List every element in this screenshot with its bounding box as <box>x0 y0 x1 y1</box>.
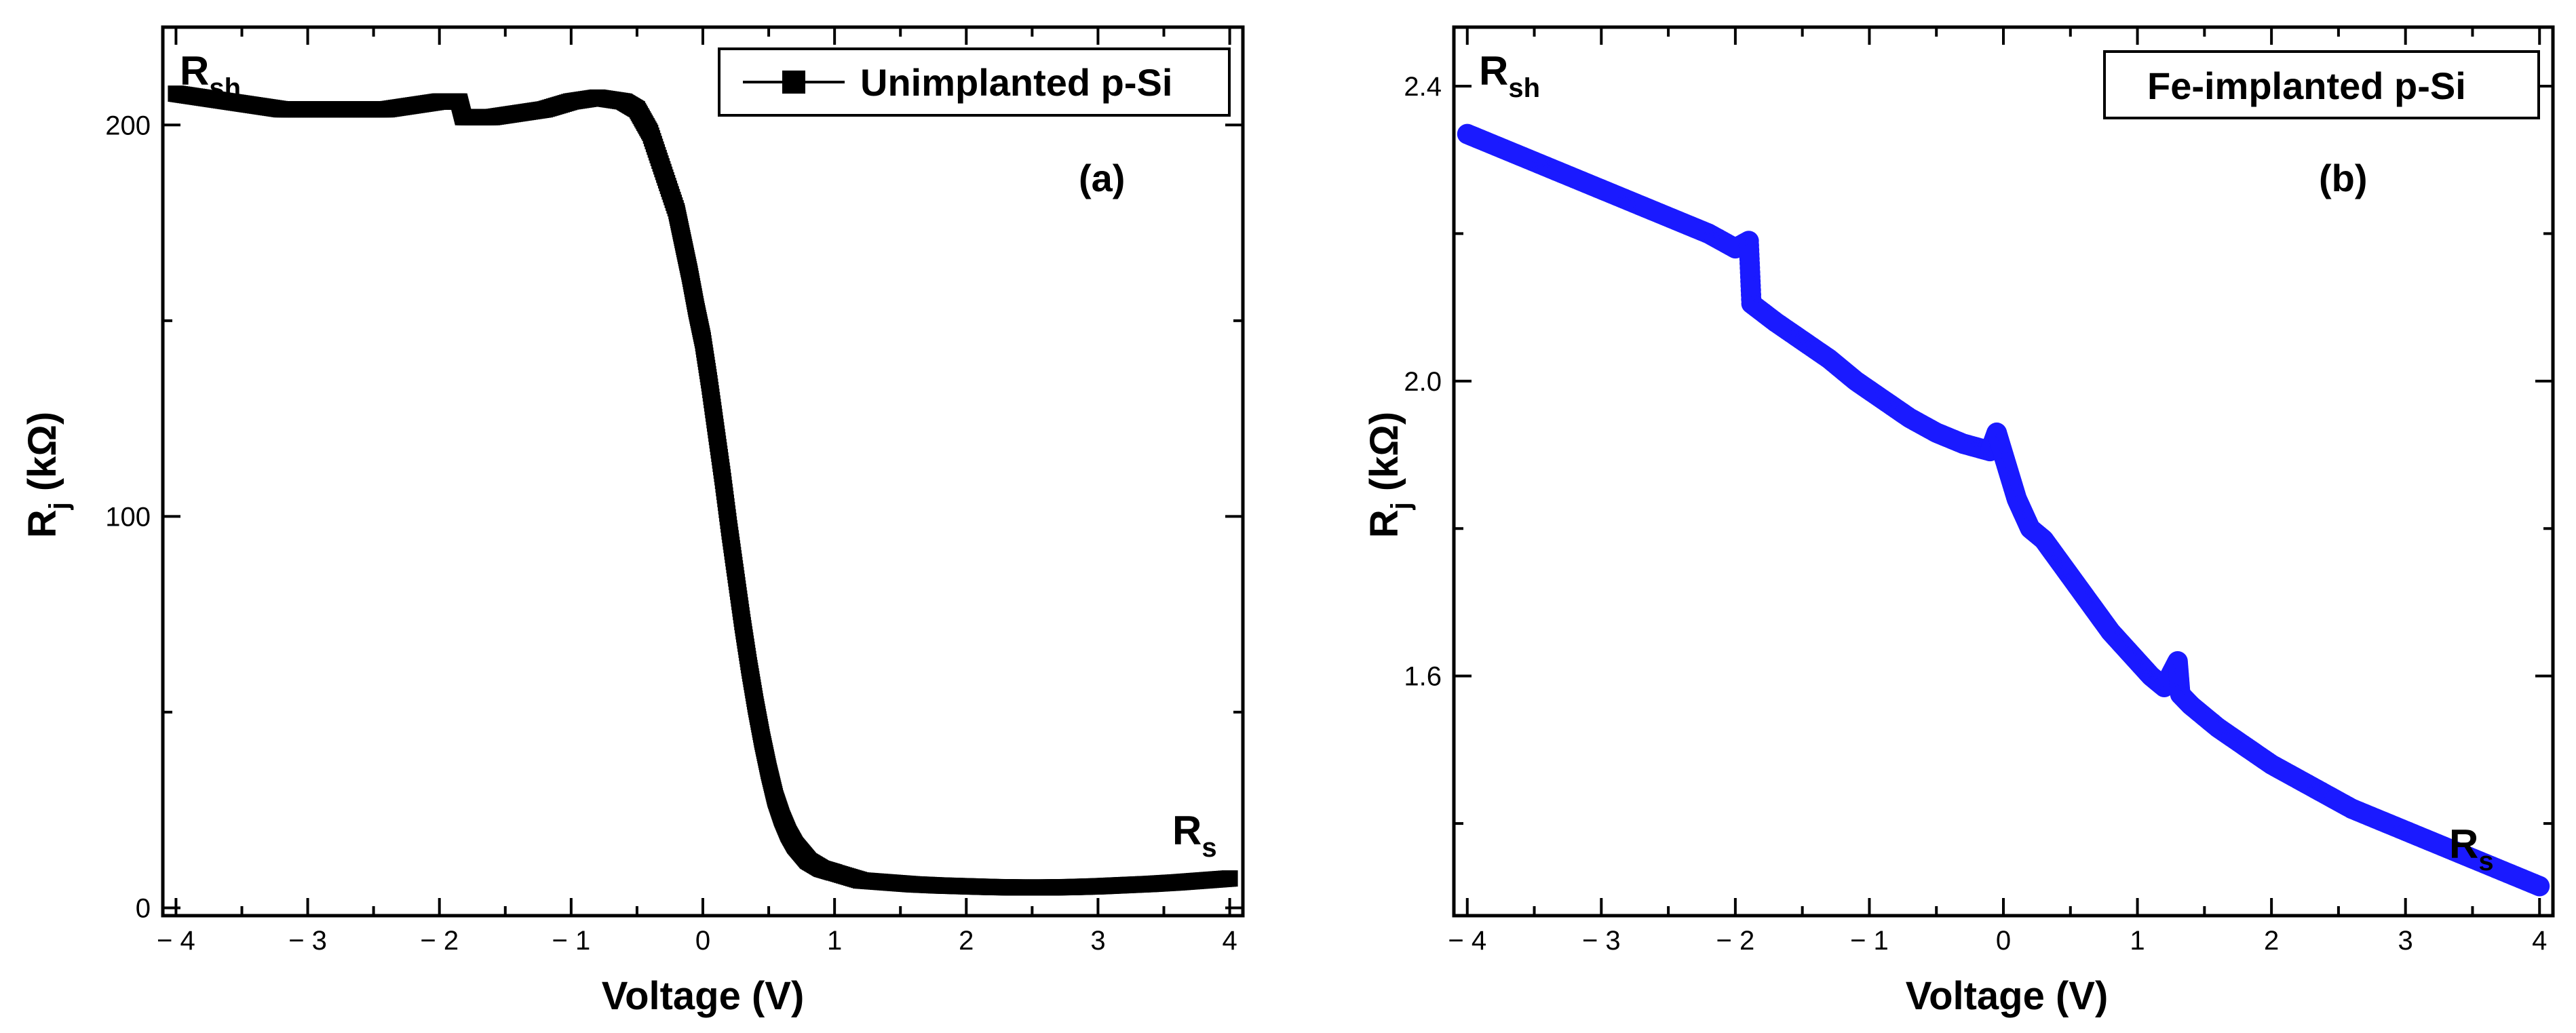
panel-a-x-ticks: − 4 − 3 − 2 − 1 0 1 2 3 4 <box>157 27 1237 956</box>
panel-b-legend-box <box>2103 50 2540 119</box>
panel-a-y-tick-label: 200 <box>105 111 151 140</box>
panel-a-y-label-sub: j <box>44 502 74 510</box>
panel-b-y-label-main: R <box>1362 509 1406 538</box>
panel-a-x-axis-label: Voltage (V) <box>602 974 805 1018</box>
panel-a-rs-main: R <box>1172 808 1202 853</box>
panel-b-rs-main: R <box>2449 821 2478 867</box>
panel-b-y-label-sub: j <box>1386 502 1416 510</box>
panel-b-rsh-main: R <box>1479 48 1508 94</box>
panel-b-x-tick-label: 3 <box>2398 926 2413 956</box>
panel-b-y-tick-label: 1.6 <box>1404 662 1442 692</box>
panel-b-label: (b) <box>2319 157 2368 199</box>
panel-a-x-tick-label: − 4 <box>157 926 195 956</box>
panel-a-x-tick-label: 2 <box>959 926 974 956</box>
panel-a-rsh-annotation: Rsh <box>180 48 241 103</box>
panel-b-x-axis-label: Voltage (V) <box>1906 974 2109 1018</box>
panel-a-y-tick-label: 0 <box>136 893 151 923</box>
panel-b-data-series <box>1457 123 2550 897</box>
panel-a-y-label-unit: (kΩ) <box>20 412 64 503</box>
panel-b-y-ticks: 1.6 2.0 2.4 <box>1404 72 2553 825</box>
panel-a-label: (a) <box>1079 157 1125 199</box>
panel-b-x-tick-label: 0 <box>1996 926 2011 956</box>
panel-b-x-tick-label: 4 <box>2532 926 2547 956</box>
panel-b-rs-annotation: Rs <box>2449 821 2494 876</box>
panel-a-x-tick-label: 4 <box>1222 926 1237 956</box>
panel-a-x-tick-label: 3 <box>1090 926 1105 956</box>
panel-b-x-tick-label: − 2 <box>1716 926 1755 956</box>
panel-b-rsh-sub: sh <box>1508 73 1540 103</box>
panel-b-x-ticks: − 4 − 3 − 2 − 1 0 1 2 3 4 <box>1448 27 2547 956</box>
panel-a-legend-label: Unimplanted p-Si <box>860 61 1172 104</box>
panel-b-chart: − 4 − 3 − 2 − 1 0 1 2 3 4 1.6 2.0 2.4 Fe-implanted… <box>1362 25 2555 1018</box>
panel-b-x-tick-label: − 1 <box>1850 926 1889 956</box>
panel-a-legend-marker <box>782 71 805 94</box>
panel-a-x-tick-label: − 1 <box>552 926 590 956</box>
panel-b-y-axis-label: Rj (kΩ) <box>1362 412 1416 539</box>
panel-b-x-tick-label: − 4 <box>1448 926 1486 956</box>
panel-b-data-point <box>2529 876 2550 897</box>
panel-a-chart: − 4 − 3 − 2 − 1 0 1 2 3 4 0 100 200 Unimplanted p-… <box>20 25 1245 1018</box>
panel-b-rs-sub: s <box>2478 846 2493 876</box>
panel-b-x-tick-label: 2 <box>2264 926 2279 956</box>
panel-a-y-ticks: 0 100 200 <box>105 111 1243 923</box>
panel-a-rsh-sub: sh <box>209 73 241 103</box>
panel-b-y-tick-label: 2.0 <box>1404 367 1442 397</box>
panel-a-x-tick-label: 0 <box>695 926 710 956</box>
panel-a-data-series <box>168 85 1238 896</box>
panel-a-legend: Unimplanted p-Si <box>718 47 1231 117</box>
panel-a-y-label-main: R <box>20 509 64 538</box>
panel-b-rsh-annotation: Rsh <box>1479 48 1540 103</box>
panel-a-y-tick-label: 100 <box>105 502 151 532</box>
panel-b-legend: Fe-implanted p-Si <box>2103 50 2540 119</box>
panel-b-x-tick-label: 1 <box>2130 926 2145 956</box>
panel-a-rs-annotation: Rs <box>1172 808 1217 863</box>
panel-a-x-tick-label: − 2 <box>420 926 459 956</box>
panel-b-legend-label: Fe-implanted p-Si <box>2147 64 2466 107</box>
panel-a-rsh-main: R <box>180 48 209 94</box>
panel-a-rs-sub: s <box>1202 833 1216 863</box>
panel-a-x-tick-label: 1 <box>827 926 842 956</box>
panel-b-y-tick-label: 2.4 <box>1404 72 1442 102</box>
panel-a-data-point <box>1221 870 1238 887</box>
panel-b-y-label-unit: (kΩ) <box>1362 412 1406 503</box>
panel-a-y-axis-label: Rj (kΩ) <box>20 412 74 539</box>
panel-a-x-tick-label: − 3 <box>288 926 327 956</box>
panel-b-x-tick-label: − 3 <box>1582 926 1621 956</box>
